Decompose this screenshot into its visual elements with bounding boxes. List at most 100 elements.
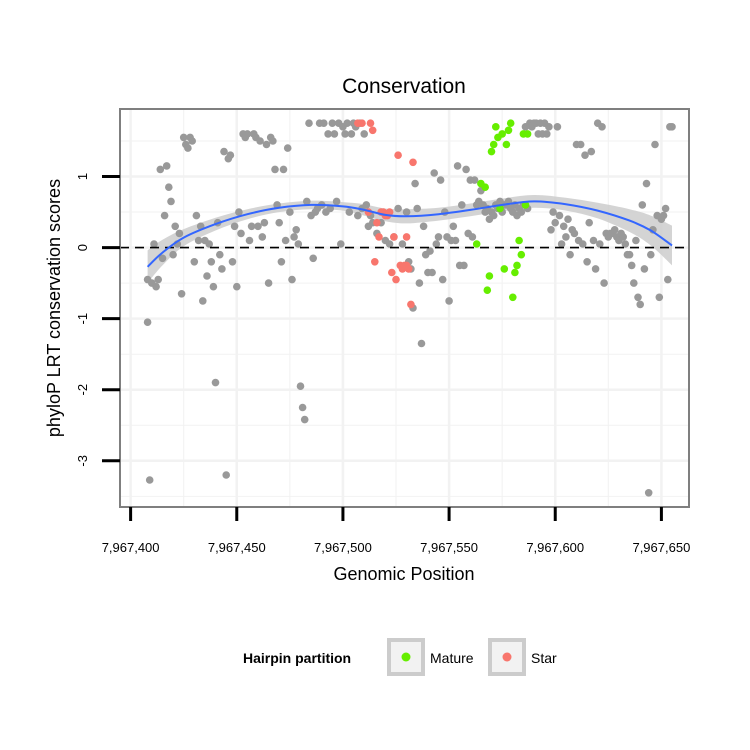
point-other [583, 258, 591, 266]
point-other [145, 476, 154, 484]
point-other [557, 240, 566, 248]
point-other [587, 147, 596, 156]
point-star [371, 258, 379, 266]
point-other [233, 282, 241, 291]
point-mature [485, 272, 494, 280]
point-other [328, 119, 337, 127]
point-mature [487, 147, 496, 156]
x-tick-label: 7,967,400 [102, 540, 160, 555]
point-other [470, 176, 479, 184]
point-other [177, 290, 186, 298]
point-other [167, 197, 175, 206]
point-mature [517, 250, 526, 259]
point-other [453, 162, 462, 170]
point-other [343, 119, 352, 127]
point-other [290, 233, 298, 241]
point-mature [504, 126, 513, 135]
point-other [636, 300, 644, 309]
smooth-line [146, 200, 673, 268]
point-other [330, 130, 339, 138]
point-other [194, 236, 203, 245]
point-mature [492, 123, 500, 131]
point-other [235, 208, 243, 216]
point-other [320, 119, 328, 127]
x-tick-label: 7,967,600 [526, 540, 584, 555]
point-other [273, 201, 281, 209]
point-other [354, 211, 362, 220]
point-other [596, 240, 604, 248]
point-other [664, 275, 672, 284]
point-other [281, 236, 290, 245]
point-other [598, 123, 606, 131]
point-other [150, 240, 158, 248]
point-other [288, 275, 296, 284]
point-other [600, 279, 608, 287]
y-tick-label: -3 [75, 455, 90, 467]
point-other [559, 222, 568, 231]
point-other [638, 201, 647, 209]
legend: Hairpin partition Mature Star [243, 638, 557, 676]
point-other [143, 318, 152, 327]
point-other [630, 279, 638, 287]
point-mature [496, 204, 504, 213]
point-other [661, 204, 670, 213]
point-other [156, 165, 165, 174]
plot-panel [119, 108, 690, 508]
point-other [275, 218, 284, 227]
point-other [551, 218, 559, 227]
point-other [220, 147, 228, 156]
point-mature [515, 236, 523, 245]
x-tick-label: 7,967,500 [314, 540, 372, 555]
point-other [199, 297, 207, 305]
x-tick-label: 7,967,450 [208, 540, 266, 555]
point-other [296, 382, 305, 391]
legend-item-star: Star [488, 638, 557, 676]
point-mature [513, 261, 521, 270]
point-other [553, 123, 562, 131]
points-layer [143, 119, 676, 497]
point-other [300, 415, 309, 424]
point-other [286, 208, 294, 216]
point-other [659, 211, 668, 220]
point-other [610, 226, 619, 234]
point-other [640, 265, 649, 273]
x-axis: 7,967,400 7,967,450 7,967,500 7,967,550 7,96… [102, 507, 690, 555]
y-axis: -3 -2 -1 0 1 [75, 173, 120, 467]
point-other [360, 130, 369, 138]
point-other [162, 162, 171, 170]
point-other [402, 208, 411, 216]
point-other [345, 208, 354, 216]
point-mature [509, 293, 517, 302]
point-other [305, 119, 313, 127]
point-other [564, 215, 572, 223]
point-other [585, 218, 593, 227]
legend-label-star: Star [531, 650, 557, 666]
point-other [211, 378, 220, 387]
point-other [644, 489, 653, 497]
point-other [632, 236, 640, 245]
chart-title: Conservation [342, 75, 466, 98]
point-star [402, 233, 411, 241]
point-other [247, 222, 256, 231]
y-axis-title: phyloP LRT conservation scores [44, 179, 64, 437]
point-other [332, 197, 341, 206]
point-other [434, 233, 443, 241]
point-other [432, 240, 441, 248]
point-star [358, 119, 366, 127]
point-other [190, 258, 199, 266]
point-other [651, 140, 659, 149]
point-other [309, 254, 318, 263]
point-other [591, 265, 600, 273]
point-other [419, 222, 428, 231]
point-other [625, 250, 634, 259]
point-other [655, 293, 664, 302]
point-other [326, 204, 335, 213]
point-other [562, 233, 570, 241]
point-mature [511, 268, 519, 277]
point-star [366, 119, 375, 127]
point-other [175, 229, 184, 238]
point-mature [523, 130, 532, 138]
point-star [368, 126, 377, 135]
point-other [216, 250, 224, 259]
point-other [230, 222, 239, 231]
